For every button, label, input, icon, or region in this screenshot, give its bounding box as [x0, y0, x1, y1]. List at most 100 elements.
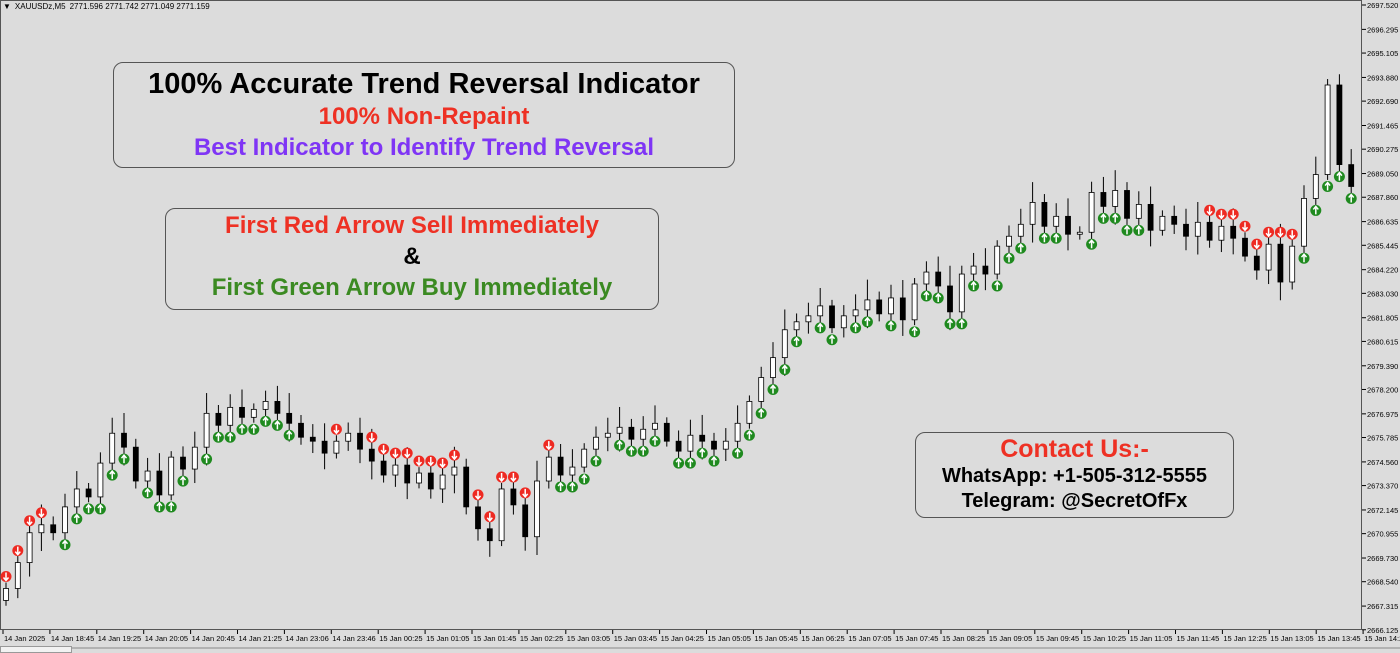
candle: [345, 422, 352, 451]
x-tick-label: 15 Jan 09:45: [1036, 634, 1079, 643]
buy-arrow-icon: [1345, 192, 1357, 204]
candle: [687, 419, 694, 466]
bull-candle-body: [26, 532, 33, 563]
chart-tab[interactable]: [0, 646, 72, 653]
candle: [1065, 198, 1071, 251]
bear-candle-body: [947, 285, 953, 313]
chart-header: ▼ XAUUSDz,M5 2771.596 2771.742 2771.049 …: [3, 2, 210, 11]
buy-arrow-icon: [1109, 212, 1121, 224]
bull-candle-body: [168, 456, 175, 496]
bull-candle-body: [923, 271, 930, 285]
x-tick-label: 14 Jan 2025: [4, 634, 45, 643]
sell-arrow-icon: [1274, 226, 1286, 238]
buy-arrow-icon: [779, 364, 791, 376]
buy-arrow-icon: [920, 290, 932, 302]
bull-candle-body: [994, 245, 1001, 275]
y-tick-label: 2695.105: [1367, 49, 1398, 58]
buy-arrow-icon: [614, 439, 626, 451]
bull-candle-body: [770, 357, 776, 378]
candle: [85, 482, 92, 503]
candle: [1253, 245, 1260, 280]
x-tick-label: 15 Jan 06:25: [801, 634, 844, 643]
candle: [557, 443, 564, 487]
candle: [298, 414, 304, 445]
plot-frame: [0, 0, 1362, 630]
bear-candle-body: [899, 297, 906, 321]
candle: [793, 313, 800, 338]
dropdown-triangle-icon[interactable]: ▼: [3, 2, 11, 11]
candle: [203, 393, 210, 466]
bull-candle-body: [416, 472, 422, 484]
candle: [640, 416, 647, 452]
candle: [1147, 186, 1154, 247]
buy-arrow-icon: [153, 501, 165, 513]
bull-candle-body: [652, 422, 658, 430]
bull-candle-body: [73, 488, 80, 508]
y-tick-label: 2690.275: [1367, 145, 1398, 154]
candle: [1242, 232, 1248, 262]
bear-candle-body: [1348, 164, 1355, 187]
candle: [180, 446, 186, 479]
bull-candle-body: [1076, 231, 1083, 235]
candle: [132, 438, 139, 489]
bull-candle-body: [1301, 198, 1307, 247]
promo-box: 100% Accurate Trend Reversal Indicator 1…: [113, 62, 735, 168]
x-tick-label: 15 Jan 03:05: [567, 634, 610, 643]
candle: [1336, 74, 1343, 175]
sell-arrow-icon: [1215, 208, 1227, 220]
candle: [1289, 237, 1296, 290]
y-tick-label: 2672.145: [1367, 506, 1398, 515]
buy-arrow-icon: [248, 423, 260, 435]
buy-arrow-icon: [956, 318, 968, 330]
sell-arrow-icon: [1263, 226, 1275, 238]
bear-candle-body: [711, 440, 717, 450]
bear-candle-body: [1336, 84, 1343, 165]
bear-candle-body: [298, 422, 304, 438]
candle: [876, 291, 883, 322]
promo-subtitle: 100% Non-Repaint: [318, 103, 530, 130]
candle: [1053, 203, 1060, 239]
buy-arrow-icon: [944, 318, 956, 330]
buy-arrow-icon: [673, 457, 685, 469]
bear-candle-body: [132, 446, 139, 482]
bull-candle-body: [734, 422, 741, 442]
y-tick-label: 2674.560: [1367, 458, 1398, 467]
y-tick-label: 2684.220: [1367, 266, 1398, 275]
x-tick-label: 15 Jan 00:25: [379, 634, 422, 643]
bear-candle-body: [876, 299, 883, 315]
candle: [1324, 79, 1331, 180]
bear-candle-body: [1242, 237, 1248, 257]
buy-arrow-icon: [826, 334, 838, 346]
buy-arrow-icon: [1086, 238, 1098, 250]
bull-candle-body: [581, 448, 588, 468]
buy-arrow-icon: [1298, 252, 1310, 264]
candle: [168, 451, 175, 501]
x-tick-label: 15 Jan 13:45: [1317, 634, 1360, 643]
buy-arrow-icon: [1333, 171, 1345, 183]
candle: [1088, 181, 1095, 242]
bull-candle-body: [545, 456, 552, 482]
y-tick-label: 2692.690: [1367, 97, 1398, 106]
buy-arrow-icon: [885, 320, 897, 332]
buy-arrow-icon: [578, 473, 590, 485]
candle: [628, 418, 635, 447]
candle: [498, 482, 505, 547]
sell-arrow-icon: [12, 545, 24, 557]
candle: [958, 265, 965, 320]
y-tick-label: 2691.465: [1367, 121, 1398, 130]
buy-arrow-icon: [732, 447, 744, 459]
bear-candle-body: [935, 271, 942, 287]
candle: [510, 478, 517, 515]
bull-candle-body: [262, 401, 269, 410]
bear-candle-body: [1171, 215, 1178, 225]
bull-candle-body: [534, 480, 540, 538]
bull-candle-body: [97, 462, 104, 498]
buy-arrow-icon: [236, 423, 248, 435]
bull-candle-body: [746, 401, 753, 424]
symbol-label: XAUUSDz,M5: [14, 2, 66, 11]
sell-arrow-icon: [401, 447, 413, 459]
x-tick-label: 14 Jan 19:25: [98, 634, 141, 643]
x-tick-label: 15 Jan 08:25: [942, 634, 985, 643]
candle: [770, 342, 776, 392]
